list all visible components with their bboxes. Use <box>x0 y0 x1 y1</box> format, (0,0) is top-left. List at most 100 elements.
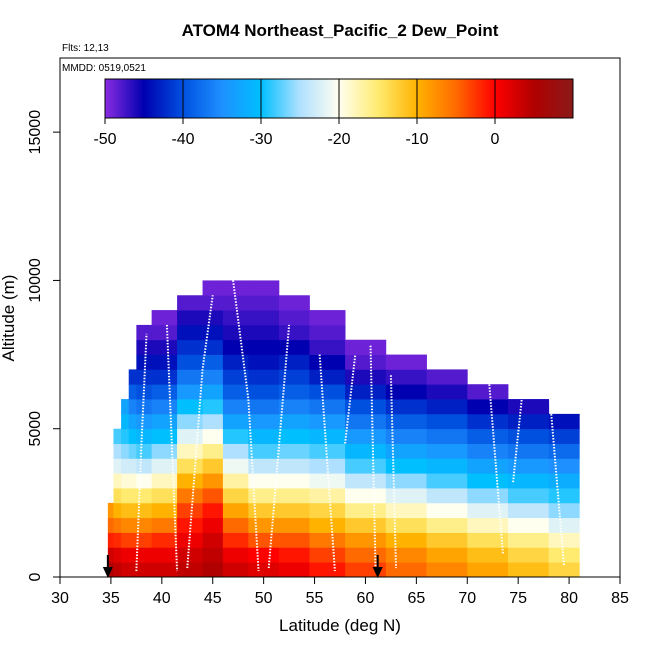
colorbar-tick-label: -40 <box>171 131 194 148</box>
heatmap-cell <box>345 473 387 489</box>
heatmap-cell <box>202 339 224 355</box>
heatmap-cell <box>202 502 224 519</box>
heatmap-cell <box>222 339 249 355</box>
heatmap-cell <box>121 428 130 444</box>
heatmap-cell <box>177 369 203 385</box>
heatmap-cell <box>278 443 310 459</box>
heatmap-cell <box>548 473 580 489</box>
heatmap-cell <box>508 473 550 489</box>
flight-track <box>318 354 336 572</box>
colorbar-tick-label: -20 <box>327 131 350 148</box>
heatmap-cell <box>222 532 249 548</box>
heatmap-cell <box>278 413 310 430</box>
heatmap-cell <box>385 369 427 385</box>
heatmap-cell <box>508 413 550 430</box>
heatmap-cell <box>508 502 550 519</box>
heatmap-cell <box>248 369 280 385</box>
heatmap-cell <box>426 413 468 430</box>
heatmap-cell <box>136 339 153 355</box>
heatmap-cell <box>248 547 280 563</box>
colorbar-tick-label: -30 <box>249 131 272 148</box>
heatmap-cell <box>345 413 387 430</box>
heatmap-cell <box>467 517 509 533</box>
heatmap-cell <box>548 413 580 430</box>
heatmap-cell <box>309 413 346 430</box>
x-tick-label: 85 <box>611 590 629 607</box>
heatmap-cell <box>113 547 122 563</box>
heatmap-cell <box>202 458 224 474</box>
heatmap-cell <box>177 547 203 563</box>
heatmap-cell <box>136 354 153 370</box>
flight-track <box>186 295 214 569</box>
y-tick-label: 15000 <box>27 110 44 155</box>
heatmap-cell <box>278 458 310 474</box>
x-axis: 30 35 40 45 50 55 60 65 70 75 80 85 <box>51 576 629 607</box>
heatmap-cell <box>278 295 310 311</box>
heatmap-cell <box>151 443 178 459</box>
heatmap-cell <box>177 502 203 519</box>
heatmap-cell <box>426 369 468 385</box>
heatmap-cell <box>121 473 130 489</box>
heatmap-cell <box>202 562 224 577</box>
heatmap-cell <box>136 369 153 385</box>
heatmap-cell <box>278 428 310 444</box>
heatmap-cell <box>467 458 509 474</box>
colorbar-tick-label: -50 <box>93 131 116 148</box>
heatmap-cell <box>177 413 203 430</box>
heatmap-cell <box>548 443 580 459</box>
heatmap-cell <box>202 369 224 385</box>
heatmap-cell <box>121 488 130 504</box>
heatmap-cell <box>345 399 387 415</box>
heatmap-cell <box>202 280 224 296</box>
heatmap-cell <box>467 502 509 519</box>
heatmap-cell <box>151 354 178 370</box>
heatmap-cell <box>309 339 346 355</box>
heatmap-cell <box>248 473 280 489</box>
heatmap-cell <box>278 399 310 415</box>
heatmap-cell <box>136 562 153 577</box>
heatmap-cell <box>345 488 387 504</box>
heatmap-cell <box>177 458 203 474</box>
heatmap-cell <box>136 473 153 489</box>
colorbar: -50 -40 -30 -20 -10 0 <box>93 78 574 148</box>
heatmap-cell <box>151 384 178 400</box>
heatmap-cell <box>426 532 468 548</box>
heatmap-cell <box>177 562 203 577</box>
heatmap-cell <box>128 502 137 519</box>
heatmap-cell <box>248 562 280 577</box>
heatmap-cell <box>385 354 427 370</box>
heatmap-cell <box>345 443 387 459</box>
heatmap-cell <box>278 473 310 489</box>
heatmap-cell <box>345 354 387 370</box>
heatmap-cell <box>345 384 387 400</box>
heatmap-cell <box>248 517 280 533</box>
x-tick-label: 75 <box>509 590 527 607</box>
heatmap-cell <box>113 443 122 459</box>
heatmap-cell <box>385 428 427 444</box>
heatmap-cell <box>426 547 468 563</box>
heatmap-cell <box>202 547 224 563</box>
heatmap-cell <box>508 547 550 563</box>
heatmap-cell <box>385 399 427 415</box>
heatmap-cell <box>248 354 280 370</box>
heatmap-cell <box>467 399 509 415</box>
x-tick-label: 70 <box>458 590 476 607</box>
heatmap-cell <box>151 413 178 430</box>
heatmap-cell <box>222 458 249 474</box>
heatmap-cell <box>385 413 427 430</box>
colorbar-ticks: -50 -40 -30 -20 -10 0 <box>93 79 500 148</box>
x-tick-label: 55 <box>306 590 324 607</box>
heatmap-cell <box>222 562 249 577</box>
heatmap-cell <box>467 384 509 400</box>
heatmap-cell <box>309 502 346 519</box>
x-tick-label: 80 <box>560 590 578 607</box>
heatmap-cell <box>548 547 580 563</box>
heatmap-cell <box>107 547 114 563</box>
heatmap-cell <box>151 310 178 326</box>
heatmap-cell <box>222 547 249 563</box>
y-tick-label: 5000 <box>27 411 44 447</box>
x-tick-label: 65 <box>407 590 425 607</box>
flight-track <box>512 384 525 483</box>
x-axis-title: Latitude (deg N) <box>279 616 401 635</box>
